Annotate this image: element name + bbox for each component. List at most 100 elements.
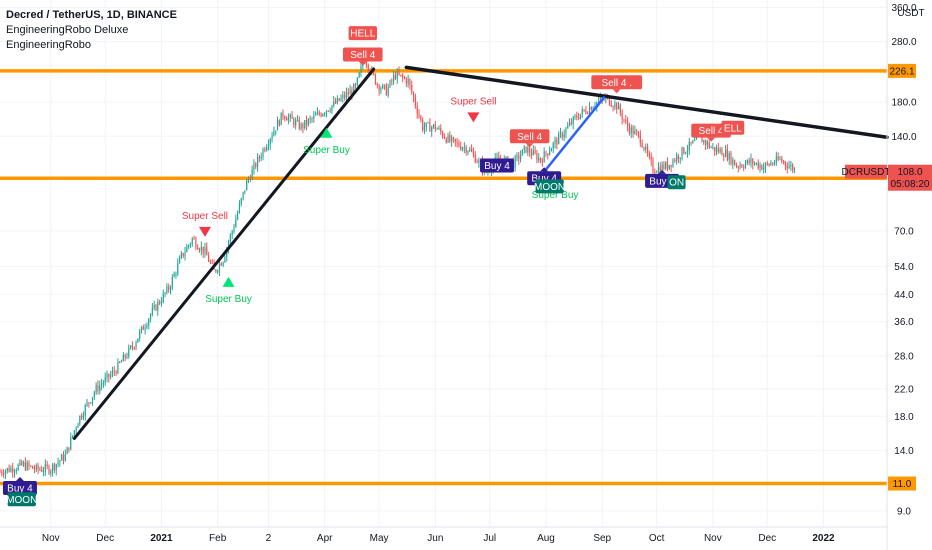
- price-tick-label: 36.0: [894, 317, 914, 328]
- current-price-badge[interactable]: DCRUSDT 108.005:08:20: [842, 164, 932, 191]
- price-tick-label: 360.0: [891, 3, 916, 14]
- time-tick-label: Oct: [649, 533, 665, 544]
- candle-body: [126, 356, 128, 358]
- candle-body: [100, 384, 103, 386]
- chart-legend: Decred / TetherUS, 1D, BINANCE Engineeri…: [6, 8, 177, 53]
- candle-body: [131, 345, 134, 348]
- candle-body: [628, 127, 631, 134]
- candle-body: [442, 131, 444, 137]
- signal-badge[interactable]: ELL: [721, 120, 745, 135]
- candle-body: [694, 139, 696, 141]
- candle-body: [293, 118, 295, 126]
- candle-body: [630, 127, 632, 134]
- signal-badge[interactable]: Sell 4: [342, 47, 383, 66]
- badge-text: ON: [669, 178, 684, 189]
- candle-body: [739, 165, 741, 168]
- candle-body: [750, 158, 752, 164]
- candle-body: [469, 149, 471, 151]
- candle-body: [429, 122, 431, 132]
- candle-body: [412, 92, 415, 98]
- price-tick-label: 44.0: [894, 290, 914, 301]
- badge-text: ELL: [724, 123, 742, 134]
- candle-body: [567, 125, 569, 129]
- candle-body: [425, 122, 427, 128]
- candle-body: [728, 153, 730, 160]
- candle-body: [304, 120, 306, 128]
- candle-body: [701, 135, 703, 143]
- badge-bg: [342, 47, 383, 62]
- price-tick-label: 70.0: [894, 226, 914, 237]
- candle-body: [289, 114, 291, 118]
- candle-body: [539, 157, 542, 161]
- candle-body: [532, 150, 534, 156]
- signal-badge[interactable]: HELL: [348, 26, 377, 41]
- candle-body: [570, 122, 572, 125]
- signal-badge[interactable]: MOON: [534, 179, 565, 194]
- time-tick-label: 2021: [150, 533, 173, 544]
- candle-body: [766, 163, 768, 165]
- trendline[interactable]: [404, 65, 889, 140]
- candle-body: [456, 141, 458, 143]
- candle-body: [779, 158, 781, 160]
- candle-body: [568, 122, 571, 126]
- signal-badge[interactable]: MOON: [6, 492, 37, 507]
- candle-body: [316, 112, 319, 115]
- candle-body: [645, 146, 647, 150]
- badge-pointer: [658, 169, 667, 174]
- badge-text: Sell 4: [699, 126, 724, 137]
- signal-badge[interactable]: Buy 4: [480, 158, 515, 173]
- candle-body: [146, 325, 148, 328]
- candle-body: [149, 314, 152, 320]
- candle-body: [423, 127, 426, 131]
- candle-body: [398, 71, 400, 75]
- candle-body: [256, 156, 259, 167]
- signal-badge[interactable]: ON: [667, 175, 686, 190]
- candles: [0, 56, 796, 480]
- candle-body: [427, 122, 429, 124]
- candle-body: [576, 116, 578, 118]
- candle-body: [726, 149, 728, 160]
- candle-body: [616, 103, 618, 110]
- candle-body: [24, 462, 26, 470]
- signal-badge[interactable]: Sell 4: [509, 129, 550, 148]
- candle-body: [300, 124, 302, 129]
- candle-body: [447, 135, 449, 143]
- symbol-title[interactable]: Decred / TetherUS, 1D, BINANCE: [6, 9, 177, 21]
- time-tick-label: Aug: [537, 533, 555, 544]
- sell-signal-arrow: [467, 112, 480, 123]
- trendline[interactable]: [72, 67, 376, 440]
- signal-text: Super Buy: [532, 190, 579, 201]
- candle-body: [668, 164, 670, 169]
- price-level-badge[interactable]: 226.1: [888, 63, 916, 78]
- time-axis[interactable]: Nov Dec 2021 Feb 2 Apr May Jun Jul Aug Sep Oct Nov De…: [0, 526, 887, 544]
- indicator-label-1[interactable]: EngineeringRobo Deluxe: [6, 24, 129, 36]
- signal-badge[interactable]: Sell 4 .: [591, 75, 643, 94]
- candle-body: [191, 238, 193, 244]
- candle-body: [641, 142, 643, 148]
- candle-body: [558, 133, 560, 145]
- candle-body: [278, 120, 280, 126]
- badge-bg: [691, 123, 731, 138]
- candle-body: [786, 165, 788, 169]
- candle-body: [99, 385, 101, 391]
- candle-body: [157, 301, 159, 311]
- candle-body: [178, 257, 181, 264]
- signal-badge[interactable]: Sell 4: [691, 123, 731, 142]
- signal-badge[interactable]: Buy 4: [2, 476, 37, 495]
- plot-area[interactable]: [0, 0, 887, 527]
- candle-body: [458, 142, 460, 147]
- candle-body: [119, 361, 121, 363]
- candle-body: [19, 461, 21, 465]
- price-level-badge[interactable]: 11.0: [888, 476, 916, 491]
- candle-body: [53, 464, 56, 470]
- candle-body: [367, 64, 369, 70]
- trendline[interactable]: [542, 96, 606, 173]
- candle-body: [721, 149, 723, 156]
- trendlines: [72, 65, 889, 440]
- indicator-label-2[interactable]: EngineeringRobo: [6, 39, 92, 51]
- candle-body: [28, 462, 30, 466]
- candle-body: [436, 128, 438, 130]
- candle-body: [64, 454, 66, 461]
